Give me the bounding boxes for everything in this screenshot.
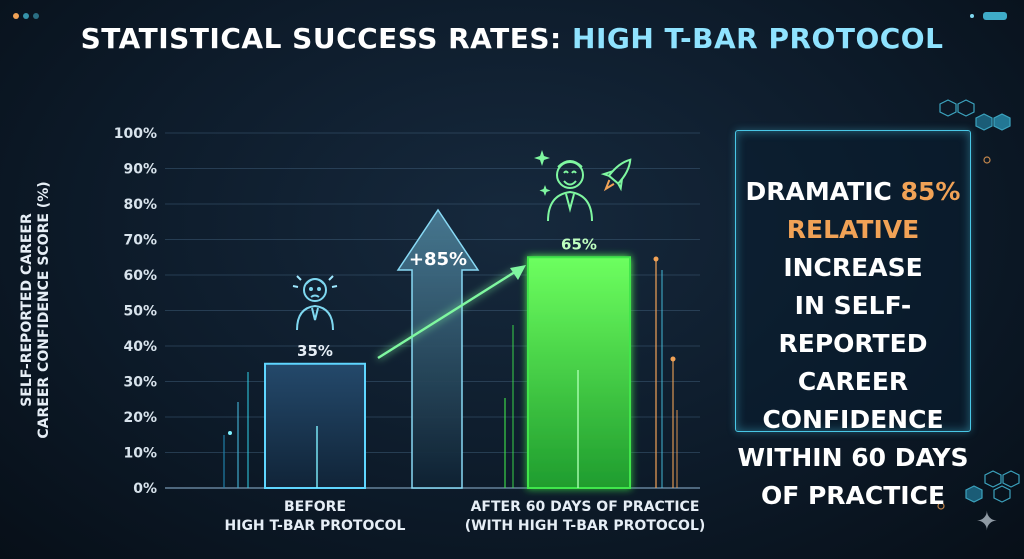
- y-tick-label: 0%: [133, 481, 157, 497]
- bars: 35% 65%: [264, 235, 631, 489]
- bar-value-label: 35%: [297, 342, 333, 360]
- rocket-icon: [600, 158, 632, 192]
- y-tick-label: 60%: [123, 268, 157, 284]
- category-label-after: AFTER 60 DAYS OF PRACTICE (WITH HIGH T-B…: [440, 498, 730, 536]
- y-tick-label: 40%: [123, 339, 157, 355]
- y-tick-label: 10%: [123, 446, 157, 462]
- callout-relative: RELATIVE: [786, 215, 920, 244]
- decorative-glow-lines: [223, 256, 678, 488]
- y-axis-label: SELF-REPORTED CAREER CAREER CONFIDENCE S…: [19, 160, 53, 460]
- callout-line-4: CAREER: [797, 367, 909, 396]
- y-tick-label: 20%: [123, 410, 157, 426]
- callout-increase: INCREASE: [783, 253, 923, 282]
- callout-line-1: DRAMATIC 85%: [736, 173, 970, 211]
- callout-line-2: RELATIVE INCREASE: [736, 211, 970, 287]
- y-tick-label: 30%: [123, 375, 157, 391]
- increase-label: +85%: [409, 249, 467, 270]
- category-before-line1: BEFORE: [283, 499, 347, 515]
- y-tick-label: 80%: [123, 197, 157, 213]
- title-part2: HIGH T-BAR PROTOCOL: [572, 22, 944, 55]
- category-after-line2: (WITH HIGH T-BAR PROTOCOL): [464, 518, 706, 534]
- hexagon-icon: [937, 99, 1020, 510]
- y-tick-label: 70%: [123, 233, 157, 249]
- bar-value-label: 65%: [561, 235, 597, 253]
- title-part1: STATISTICAL SUCCESS RATES:: [80, 22, 573, 55]
- window-dots: [13, 12, 1007, 20]
- y-tick-label: 90%: [123, 162, 157, 178]
- category-after-line1: AFTER 60 DAYS OF PRACTICE: [470, 499, 700, 515]
- bar-before: [264, 362, 366, 489]
- callout-text: DRAMATIC 85% RELATIVE INCREASE IN SELF-R…: [736, 173, 970, 515]
- chart-title: STATISTICAL SUCCESS RATES: HIGH T-BAR PR…: [0, 22, 1024, 55]
- callout-line-7: OF PRACTICE: [760, 481, 946, 510]
- callout-box: DRAMATIC 85% RELATIVE INCREASE IN SELF-R…: [735, 130, 971, 510]
- callout-line-6: WITHIN 60 DAYS: [737, 443, 969, 472]
- callout-percent: 85%: [900, 177, 961, 206]
- sparkle-corner-icon: ✦: [976, 507, 998, 537]
- callout-line-5: CONFIDENCE: [762, 405, 944, 434]
- increase-arrow: +85%: [396, 208, 480, 489]
- y-axis-label-line1: SELF-REPORTED CAREER: [19, 213, 35, 407]
- y-tick-labels: 0% 10% 20% 30% 40% 50% 60% 70% 80% 90% 100%: [114, 126, 157, 497]
- y-axis-label-line2: CAREER CONFIDENCE SCORE (%): [36, 181, 52, 439]
- callout-line-3: IN SELF-REPORTED: [778, 291, 928, 358]
- y-tick-label: 100%: [114, 126, 157, 142]
- happy-person-icon: [547, 160, 593, 222]
- stressed-person-icon: [292, 275, 338, 331]
- callout-dramatic: DRAMATIC: [745, 177, 901, 206]
- y-tick-label: 50%: [123, 304, 157, 320]
- category-before-line2: HIGH T-BAR PROTOCOL: [224, 518, 406, 534]
- category-label-before: BEFORE HIGH T-BAR PROTOCOL: [170, 498, 460, 536]
- sparkle-icon: [534, 150, 551, 196]
- trend-arrow: [377, 265, 526, 360]
